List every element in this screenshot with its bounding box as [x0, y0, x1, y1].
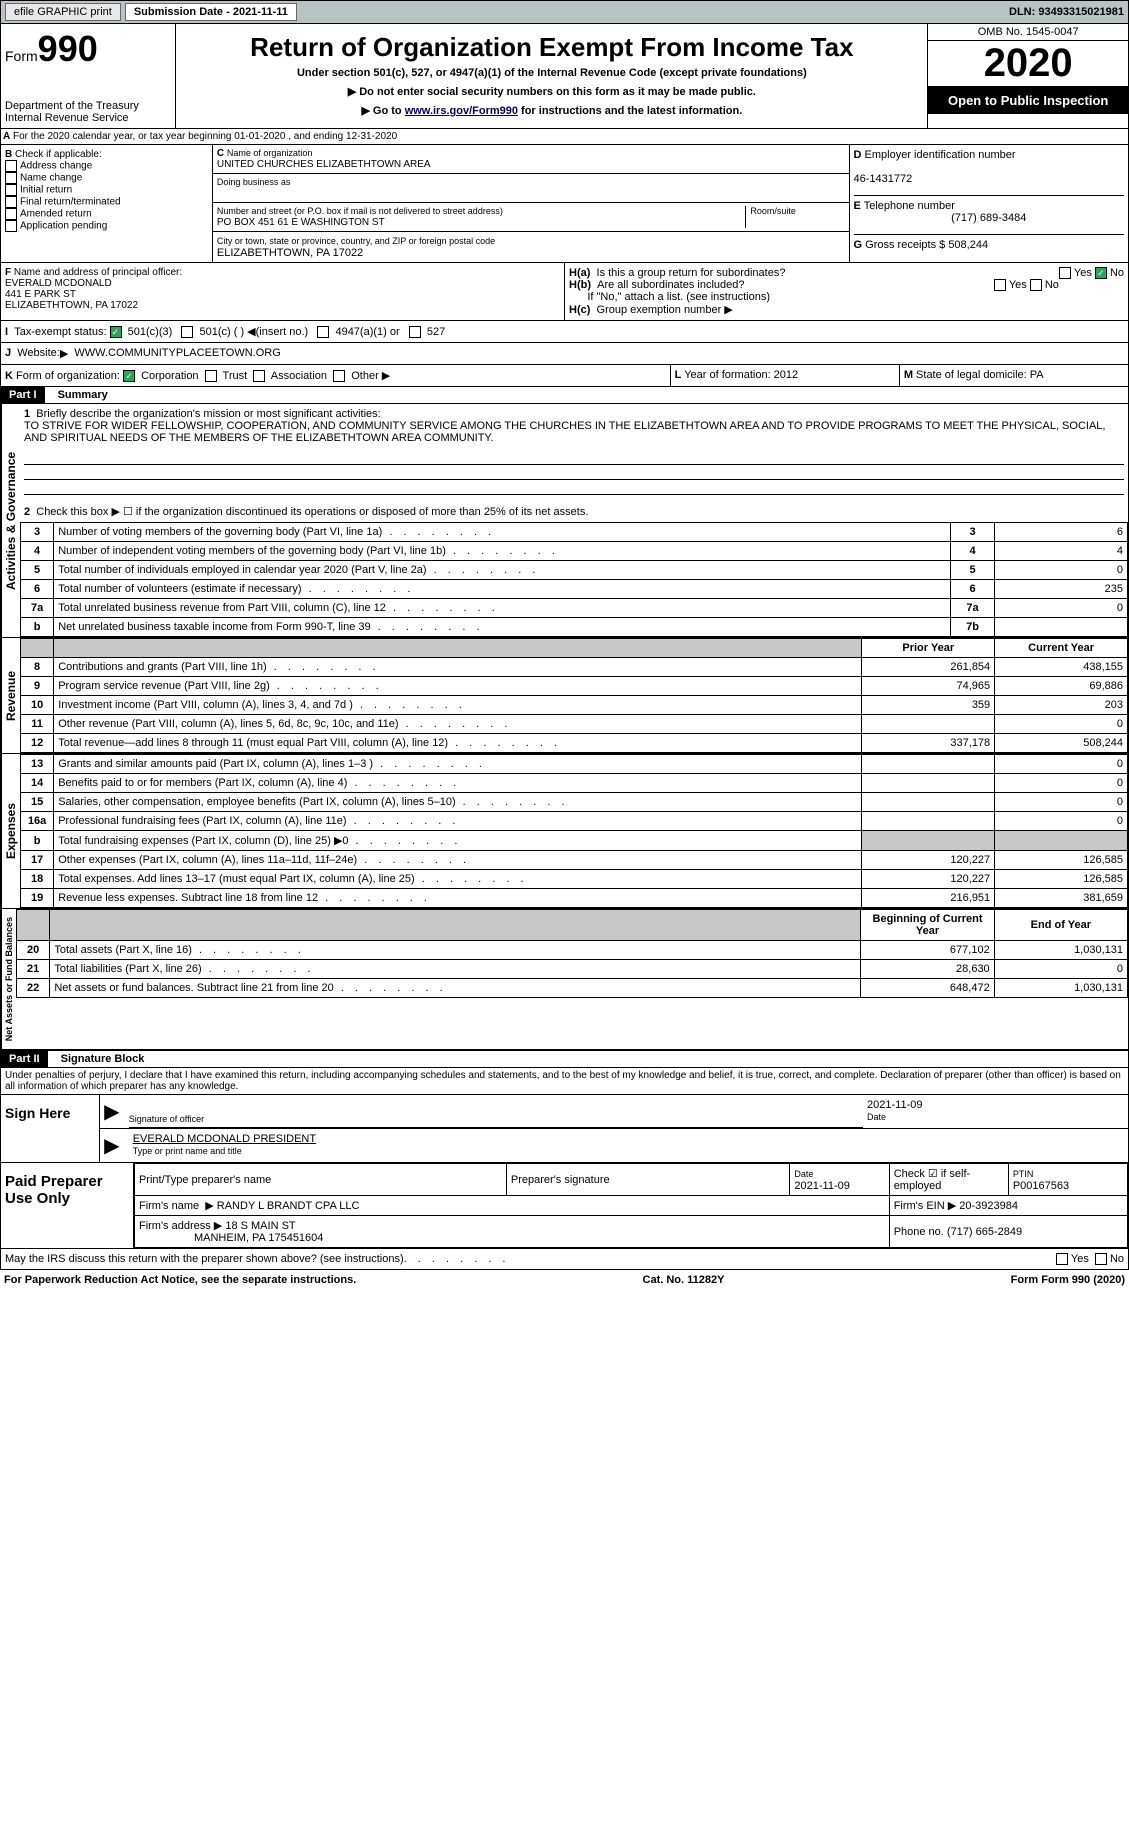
form-header: Form990 Department of the Treasury Inter…	[0, 24, 1129, 129]
gross-receipts: 508,244	[948, 239, 988, 251]
irs-label: Internal Revenue Service	[5, 112, 171, 124]
part1-header: Part I	[1, 387, 45, 403]
ein-value: 46-1431772	[854, 173, 913, 185]
org-address: PO BOX 451 61 E WASHINGTON ST	[217, 217, 385, 228]
goto-pre: Go to	[373, 105, 405, 117]
org-name: UNITED CHURCHES ELIZABETHTOWN AREA	[217, 159, 431, 170]
firm-name: RANDY L BRANDT CPA LLC	[217, 1200, 360, 1212]
mission-text: TO STRIVE FOR WIDER FELLOWSHIP, COOPERAT…	[24, 420, 1105, 444]
website-link[interactable]: WWW.COMMUNITYPLACEETOWN.ORG	[74, 347, 280, 360]
state-domicile: State of legal domicile: PA	[916, 369, 1044, 381]
efile-header: efile GRAPHIC print Submission Date - 20…	[0, 0, 1129, 24]
balances-label: Net Assets or Fund Balances	[1, 909, 16, 1049]
form990-link[interactable]: www.irs.gov/Form990	[405, 105, 518, 117]
perjury-declaration: Under penalties of perjury, I declare th…	[0, 1068, 1129, 1095]
expenses-label: Expenses	[1, 754, 20, 908]
form-number: 990	[38, 28, 98, 69]
paid-preparer-label: Paid Preparer Use Only	[1, 1163, 133, 1248]
form-title: Return of Organization Exempt From Incom…	[180, 32, 923, 63]
phone-value: (717) 689-3484	[854, 212, 1124, 224]
part2-header: Part II	[1, 1051, 48, 1067]
tax-year: 2020	[928, 41, 1128, 87]
entity-info-block: B Check if applicable: Address change Na…	[0, 145, 1129, 263]
goto-post: for instructions and the latest informat…	[518, 105, 742, 117]
page-footer: For Paperwork Reduction Act Notice, see …	[0, 1270, 1129, 1290]
officer-signed: EVERALD MCDONALD PRESIDENT	[133, 1133, 316, 1145]
efile-print-button[interactable]: efile GRAPHIC print	[5, 3, 121, 21]
year-formation: Year of formation: 2012	[684, 369, 798, 381]
revenue-label: Revenue	[1, 638, 20, 753]
open-to-public: Open to Public Inspection	[928, 87, 1128, 114]
part2-subtitle: Signature Block	[51, 1053, 145, 1065]
ptin-value: P00167563	[1013, 1180, 1069, 1192]
omb-number: OMB No. 1545-0047	[928, 24, 1128, 41]
form-label: Form	[5, 48, 38, 64]
firm-ein: 20-3923984	[959, 1200, 1018, 1212]
form-subtitle: Under section 501(c), 527, or 4947(a)(1)…	[180, 67, 923, 79]
part1-subtitle: Summary	[48, 389, 108, 401]
dln-value: DLN: 93493315021981	[1009, 6, 1124, 18]
sign-here-label: Sign Here	[1, 1095, 99, 1162]
officer-name: EVERALD MCDONALD	[5, 278, 112, 289]
governance-label: Activities & Governance	[1, 404, 20, 637]
org-city: ELIZABETHTOWN, PA 17022	[217, 247, 363, 259]
check-if-label: Check if applicable:	[15, 149, 102, 160]
dept-treasury: Department of the Treasury	[5, 100, 171, 112]
line-a: For the 2020 calendar year, or tax year …	[13, 131, 397, 142]
note-ssn: Do not enter social security numbers on …	[180, 85, 923, 98]
firm-phone: (717) 665-2849	[947, 1226, 1022, 1238]
submission-date: Submission Date - 2021-11-11	[125, 3, 297, 21]
